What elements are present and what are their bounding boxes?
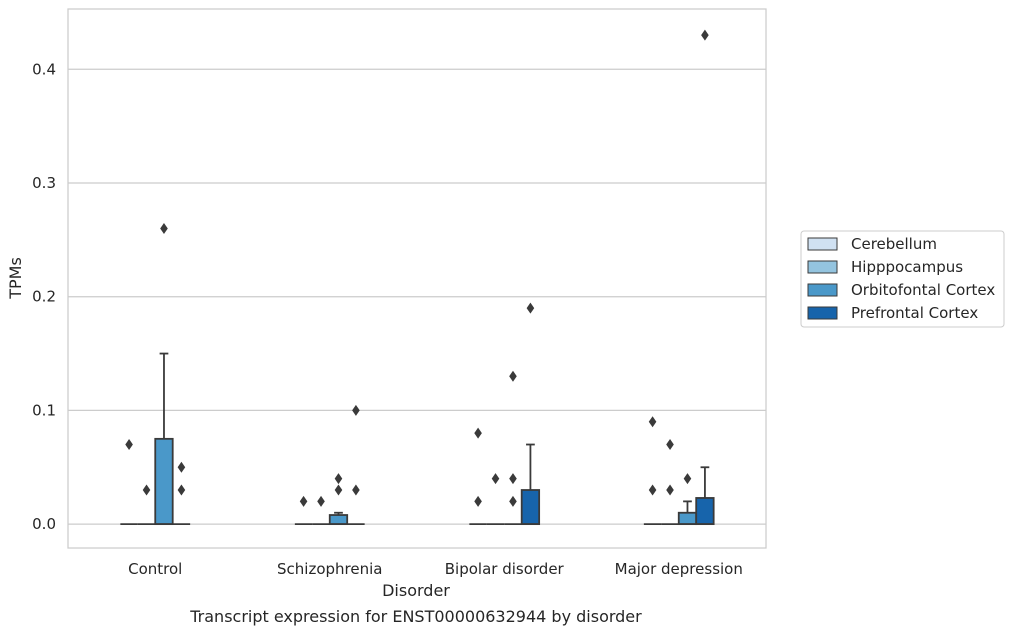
outlier-point [334,473,343,485]
outlier-point [317,495,325,507]
outlier-point [509,495,517,507]
outlier-point [526,302,535,314]
x-axis-title: Disorder [382,581,450,600]
outlier-point [142,484,151,496]
box-prefrontal-cortex [347,404,365,526]
x-tick-label: Control [128,560,182,578]
y-tick-label: 0.3 [32,174,56,192]
y-tick-labels: 0.0 0.1 0.2 0.3 0.4 [32,60,56,533]
box-orbitofontal-cortex [154,222,174,526]
outlier-point [177,461,186,473]
box-body [677,511,698,526]
box-body [328,514,349,526]
legend-label: Cerebellum [851,235,937,253]
legend-swatch [807,260,838,274]
outlier-point [509,370,517,382]
outlier-point [683,473,692,485]
outlier-point [299,495,308,507]
outlier-point [491,473,500,485]
box-body [154,437,174,526]
x-tick-label: Major depression [615,560,743,578]
box-prefrontal-cortex [695,29,715,526]
outlier-point [160,222,168,234]
outlier-point [648,416,657,428]
outlier-point [474,427,482,439]
y-tick-label: 0.1 [32,401,56,419]
outlier-point [666,439,674,451]
legend-swatch [807,283,838,297]
box-body [520,489,541,526]
box-series [120,29,715,526]
box-cerebellum [294,495,313,526]
outlier-point [352,484,360,496]
outlier-point [666,484,674,496]
outlier-point [701,29,709,41]
outlier-point [334,484,343,496]
y-tick-label: 0.2 [32,288,56,306]
outlier-point [509,473,517,485]
box-hipppocampus [661,439,679,526]
legend-swatch [807,237,838,251]
legend-swatch [807,306,838,320]
legend: Cerebellum Hipppocampus Orbitofontal Corte… [800,230,1005,328]
box-prefrontal-cortex [172,461,191,526]
y-tick-label: 0.4 [32,60,56,78]
outlier-point [352,404,360,416]
legend-frame [800,230,1005,328]
outlier-point [125,439,133,451]
box-hipppocampus [137,484,156,526]
legend-label: Prefrontal Cortex [851,304,978,322]
outlier-point [648,484,657,496]
box-hipppocampus [486,473,505,526]
chart-caption: Transcript expression for ENST0000063294… [189,607,642,626]
box-orbitofontal-cortex [504,370,522,526]
box-body [695,497,715,526]
plot-frame [67,8,767,549]
box-cerebellum [469,427,487,526]
x-tick-labels: Control Schizophrenia Bipolar disorder Majo… [128,560,743,578]
x-tick-label: Bipolar disorder [445,560,565,578]
box-orbitofontal-cortex [677,473,698,526]
box-orbitofontal-cortex [328,473,349,526]
x-tick-label: Schizophrenia [277,560,382,578]
box-cerebellum [643,416,662,526]
outlier-point [177,484,186,496]
y-tick-label: 0.0 [32,515,56,533]
legend-label: Orbitofontal Cortex [851,281,995,299]
box-prefrontal-cortex [520,302,541,526]
box-hipppocampus [312,495,330,526]
outlier-point [474,495,482,507]
y-axis-title: TPMs [6,257,25,300]
legend-label: Hipppocampus [851,258,963,276]
box-cerebellum [120,439,138,526]
